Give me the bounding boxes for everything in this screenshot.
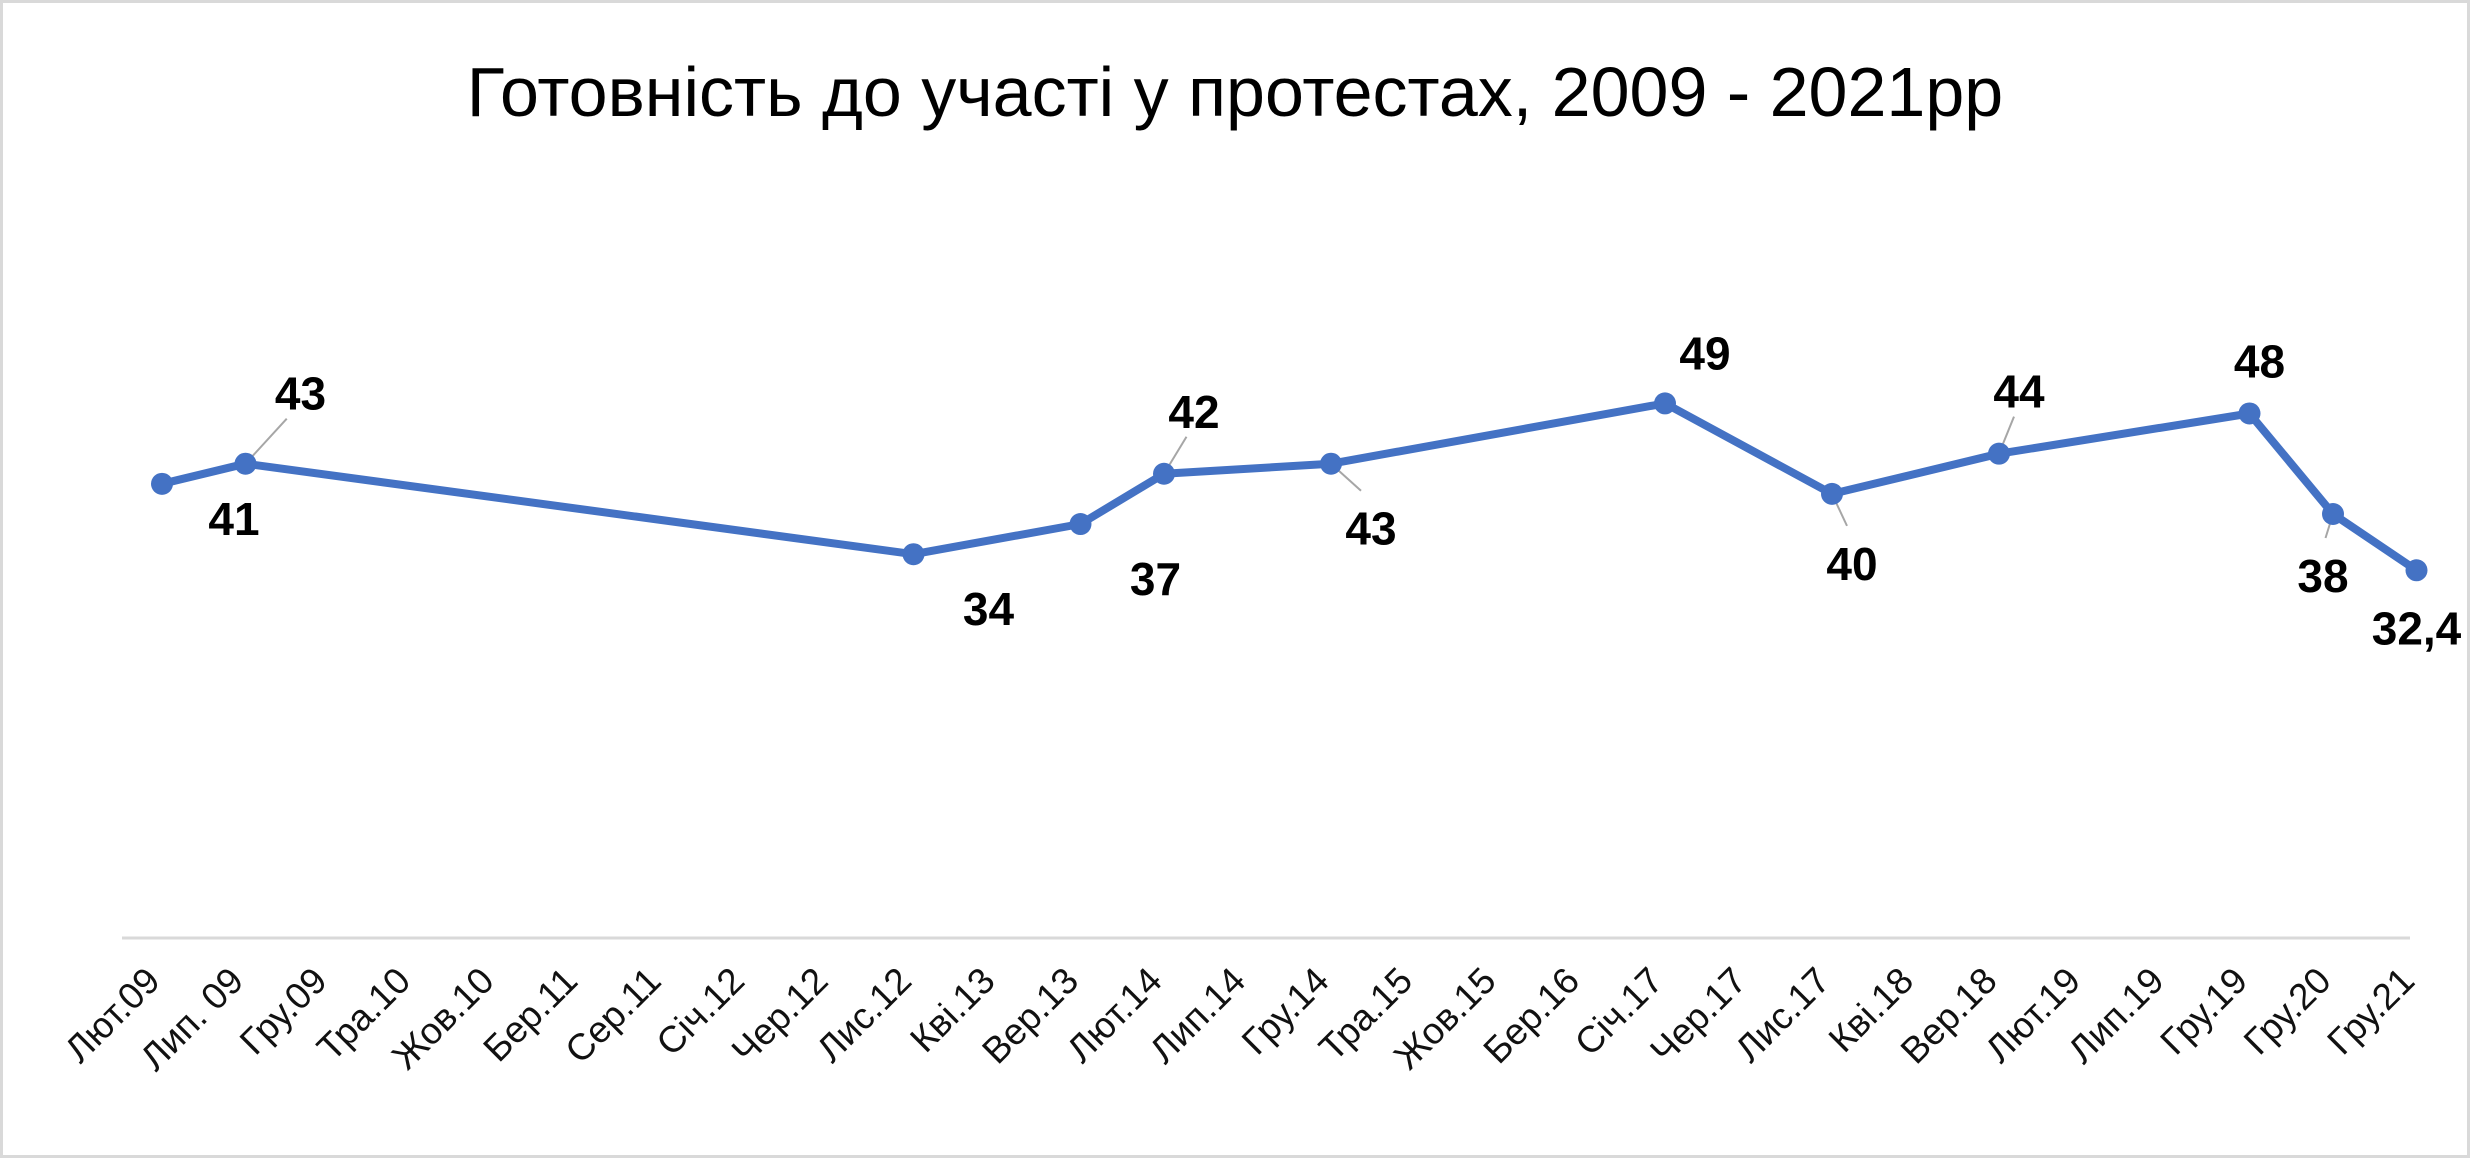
data-label: 34 bbox=[963, 583, 1015, 635]
data-point-marker bbox=[1069, 513, 1092, 536]
x-tick-label: Сер.11 bbox=[557, 960, 668, 1071]
x-tick-label: Бер.16 bbox=[1476, 960, 1588, 1072]
data-label: 48 bbox=[2234, 335, 2285, 387]
data-point-marker bbox=[902, 543, 925, 566]
data-label: 42 bbox=[1168, 386, 1219, 438]
x-tick-label: Чер.12 bbox=[724, 960, 836, 1072]
x-tick-label: Гру.20 bbox=[2236, 960, 2339, 1063]
chart-title: Готовність до участі у протестах, 2009 -… bbox=[466, 53, 2004, 131]
data-label: 41 bbox=[208, 493, 259, 545]
data-point-marker bbox=[1988, 442, 2010, 465]
data-point-marker bbox=[1153, 462, 1175, 485]
data-point-marker bbox=[234, 452, 257, 475]
data-point-marker bbox=[1320, 452, 1342, 475]
data-label: 40 bbox=[1826, 538, 1877, 590]
x-tick-label: Лип.14 bbox=[1142, 960, 1253, 1071]
x-tick-label: Лис.12 bbox=[809, 960, 919, 1070]
data-point-marker bbox=[1821, 482, 1843, 505]
x-tick-label: Лип.19 bbox=[2060, 960, 2171, 1071]
data-label: 38 bbox=[2297, 550, 2348, 602]
series-line bbox=[158, 399, 2421, 575]
data-point-marker bbox=[2405, 559, 2428, 582]
x-tick-label: Лис.17 bbox=[1727, 960, 1837, 1070]
data-label: 44 bbox=[1993, 366, 2045, 418]
data-label: 37 bbox=[1130, 553, 1181, 605]
x-tick-label: Вер.18 bbox=[1893, 960, 2005, 1072]
data-label: 32,4 bbox=[2372, 602, 2462, 654]
x-tick-label: Вер.13 bbox=[974, 960, 1086, 1072]
data-point-marker bbox=[151, 472, 173, 495]
data-label: 43 bbox=[275, 368, 326, 420]
x-tick-label: Гру.19 bbox=[2152, 960, 2255, 1063]
data-point-marker bbox=[2238, 402, 2261, 425]
data-point-marker bbox=[1654, 392, 1676, 415]
x-tick-label: Чер.17 bbox=[1642, 960, 1754, 1072]
data-label: 43 bbox=[1345, 503, 1396, 555]
data-point-marker bbox=[2322, 502, 2344, 525]
x-tick-label: Гру.21 bbox=[2319, 960, 2422, 1063]
data-label: 49 bbox=[1679, 327, 1730, 379]
